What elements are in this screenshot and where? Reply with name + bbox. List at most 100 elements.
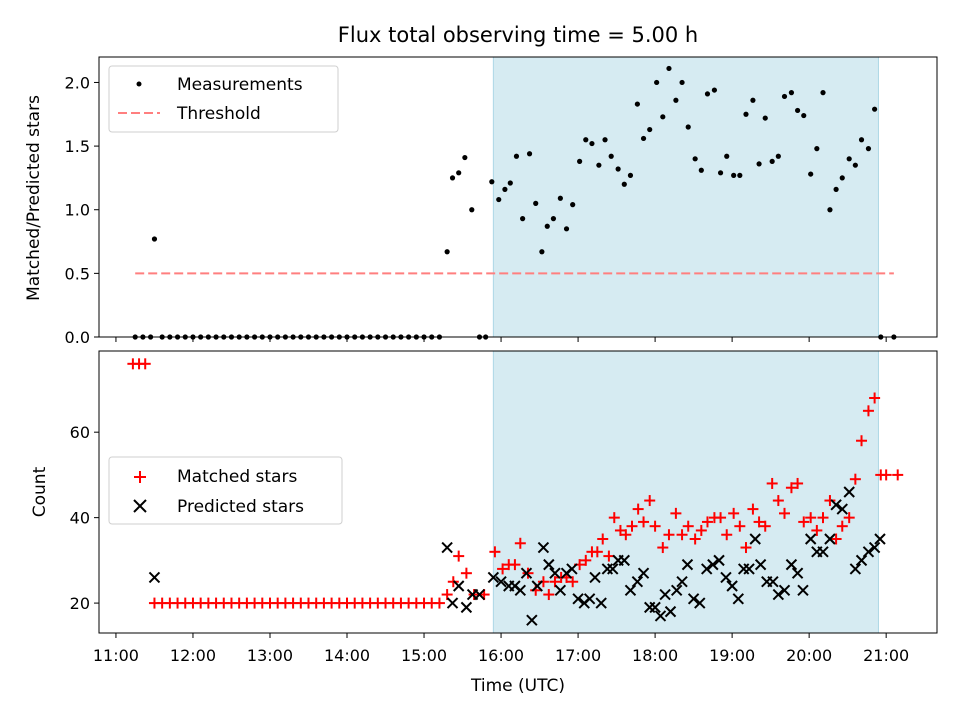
measurement-point (865, 146, 872, 152)
predicted-star-point (664, 605, 677, 618)
predicted-star-point-b (778, 584, 791, 596)
matched-star-point (139, 358, 151, 370)
predicted-star-point-b (452, 580, 465, 592)
predicted-star-point-b (624, 584, 637, 596)
predicted-star-point (830, 499, 842, 511)
predicted-star-point-b (743, 563, 755, 575)
matched-star-point (441, 589, 453, 601)
measurement-point (833, 186, 839, 192)
measurement-point (846, 156, 852, 162)
predicted-star-point-b (726, 580, 738, 592)
matched-star-point (509, 559, 521, 571)
measurement-point (801, 112, 807, 119)
measurement-point (520, 216, 526, 222)
predicted-star-point (520, 567, 533, 579)
measurement-point (496, 196, 502, 203)
top-observing-span (492, 56, 879, 338)
predicted-star-point (595, 597, 607, 609)
measurement-point (507, 180, 513, 186)
predicted-star-point (743, 563, 755, 575)
measurement-point (621, 181, 627, 187)
measurement-point (814, 146, 820, 152)
y-tick-label: 60 (70, 423, 90, 442)
predicted-star-point-b (654, 610, 667, 622)
matched-star-point (740, 542, 752, 554)
matched-star-point (632, 503, 644, 515)
predicted-star-point-b (566, 563, 578, 575)
measurement-point (679, 79, 685, 86)
matched-star-point (433, 597, 445, 609)
predicted-star-point (531, 580, 543, 592)
legend-matched-label: Matched stars (177, 467, 297, 487)
legend-predicted-label: Predicted stars (177, 497, 304, 517)
matched-star-point (657, 542, 669, 554)
predicted-star-point (868, 541, 881, 554)
measurement-point (852, 162, 858, 168)
matched-star-point (785, 482, 797, 494)
measurement-point (544, 223, 550, 229)
measurement-point (769, 158, 775, 164)
predicted-star-point (713, 554, 725, 567)
predicted-star-point-b (707, 558, 719, 571)
predicted-star-point (637, 567, 650, 579)
predicted-star-point-b (797, 584, 809, 596)
matched-star-point (856, 435, 868, 447)
measurement-point (717, 170, 724, 176)
measurement-point (563, 226, 570, 232)
predicted-star-point (549, 567, 561, 579)
measurement-point (513, 153, 520, 159)
measurement-point (526, 151, 533, 157)
measurement-point (533, 200, 539, 206)
measurement-point (627, 172, 634, 178)
predicted-star-point-b (572, 593, 584, 605)
predicted-star-point-b (830, 499, 842, 511)
predicted-star-point-b (855, 554, 868, 567)
matched-star-point (734, 520, 746, 532)
matched-star-point (682, 520, 694, 532)
predicted-star-point-b (473, 588, 486, 601)
matched-star-point (849, 473, 861, 485)
predicted-star-point (778, 584, 791, 596)
measurement-point (444, 249, 450, 255)
predicted-star-point (849, 563, 862, 575)
matched-star-point (798, 516, 810, 528)
bottom-x-ticks: 11:00 12:00 13:00 14:00 15:00 16:00 17:00 18:00… (93, 633, 909, 665)
y-tick-label: 1.5 (65, 137, 90, 156)
measurement-point (602, 137, 608, 143)
predicted-star-point-b (849, 563, 862, 575)
predicted-star-point (148, 571, 161, 584)
top-y-ticks: 0.0 0.5 1.0 1.5 2.0 (65, 73, 99, 347)
predicted-star-point-b (700, 563, 713, 575)
predicted-star-point-b (446, 597, 459, 609)
matched-star-point (514, 537, 526, 549)
matched-star-point (597, 533, 609, 545)
x-tick-label: 14:00 (324, 646, 370, 665)
predicted-star-point (772, 588, 785, 601)
predicted-star-point-b (531, 580, 543, 592)
x-tick-label: 18:00 (632, 646, 678, 665)
legend-matched-marker (134, 471, 146, 483)
bottom-panel: 20 40 60 11:00 12:00 13:00 14:00 15:00 16:00 17:… (30, 350, 938, 696)
matched-star-point (830, 533, 842, 545)
predicted-star-point-b (526, 614, 538, 626)
matched-star-point (721, 529, 733, 541)
predicted-star-point (452, 580, 465, 592)
predicted-star-point (460, 601, 473, 614)
predicted-star-point-b (514, 584, 527, 596)
predicted-star-point (785, 558, 798, 571)
matched-star-point (689, 533, 701, 545)
matched-star-point (880, 469, 892, 481)
bottom-observing-span (492, 350, 879, 634)
predicted-star-point-b (460, 601, 473, 614)
matched-star-point (759, 520, 771, 532)
measurement-point (794, 107, 801, 114)
bottom-y-ticks: 20 40 60 (70, 423, 99, 613)
predicted-star-point (670, 584, 683, 596)
measurement-point (692, 156, 698, 162)
predicted-star-point (441, 541, 453, 554)
matched-star-point (537, 576, 549, 588)
predicted-star-point (732, 593, 744, 605)
matched-star-point (869, 392, 881, 404)
predicted-star-point-b (659, 588, 671, 601)
predicted-star-point-b (589, 571, 601, 584)
